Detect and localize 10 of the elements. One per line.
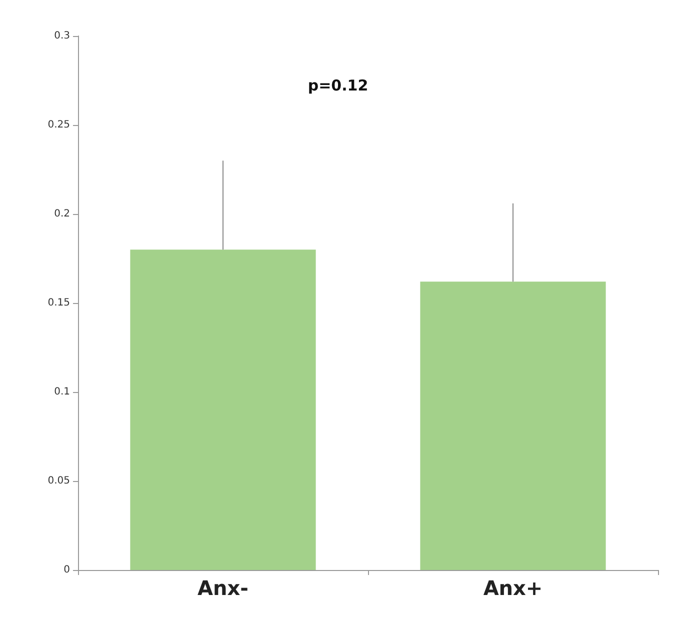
y-tick-label: 0.3	[54, 30, 70, 42]
x-tick-label: Anx+	[483, 576, 543, 600]
y-tick-label: 0	[64, 564, 70, 576]
y-tick-label: 0.1	[54, 386, 70, 398]
y-tick-label: 0.25	[48, 120, 70, 130]
y-tick-label: 0.15	[48, 298, 70, 308]
annotation: p=0.12	[308, 76, 368, 94]
y-tick-label: 0.05	[48, 476, 70, 486]
y-tick-label: 0.2	[54, 208, 70, 220]
x-tick-label: Anx-	[198, 576, 248, 600]
